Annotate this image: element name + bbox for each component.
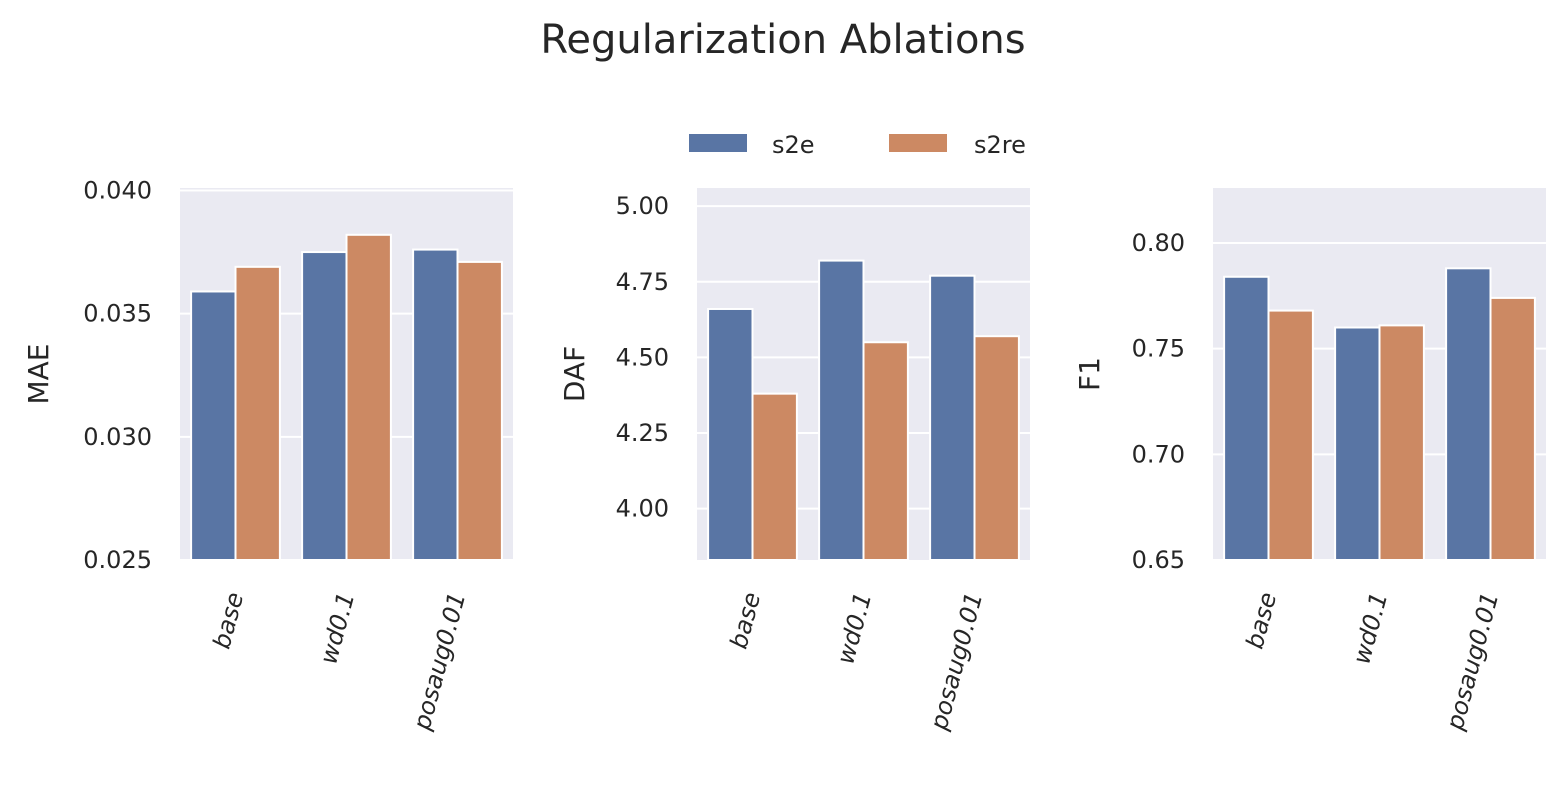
bar-s2e-wd0.1: [301, 251, 348, 561]
bar-s2e-posaug0.01: [1445, 267, 1492, 561]
bar-s2e-base: [1223, 275, 1270, 561]
x-tick-label: base: [1240, 589, 1282, 652]
bar-s2re-base: [1267, 309, 1314, 561]
x-tick-label: base: [207, 589, 249, 652]
f1-panel: 0.65 0.70 0.75 0.80 base wd0.1 posaug0.01 F1: [1073, 188, 1546, 734]
figure-title: Regularization Ablations: [540, 17, 1025, 63]
bar-s2re-wd0.1: [1378, 324, 1425, 561]
legend-swatch-s2re: [889, 134, 947, 152]
legend-swatch-s2e: [689, 134, 747, 152]
y-tick-label: 5.00: [616, 192, 669, 220]
bar-s2e-wd0.1: [818, 259, 865, 561]
bar-s2e-posaug0.01: [412, 248, 459, 561]
bar-s2re-base: [234, 265, 281, 561]
x-tick-label: posaug0.01: [407, 589, 471, 733]
y-tick-label: 0.65: [1132, 546, 1185, 574]
legend[interactable]: s2e s2re: [689, 131, 1026, 159]
y-tick-label: 0.025: [83, 546, 152, 574]
y-tick-label: 0.70: [1132, 440, 1185, 468]
bar-s2re-wd0.1: [345, 233, 392, 561]
legend-label-s2e: s2e: [772, 131, 815, 159]
y-tick-label: 0.80: [1132, 229, 1185, 257]
y-axis-label: DAF: [558, 346, 591, 402]
y-tick-label: 0.75: [1132, 335, 1185, 363]
x-tick-label: wd0.1: [314, 589, 360, 667]
y-tick-label: 4.00: [616, 495, 669, 523]
bar-s2e-posaug0.01: [929, 274, 976, 561]
y-tick-label: 4.50: [616, 343, 669, 371]
bar-s2e-wd0.1: [1334, 326, 1381, 561]
y-tick-label: 4.25: [616, 419, 669, 447]
bar-s2re-posaug0.01: [973, 335, 1020, 561]
bar-s2e-base: [707, 307, 754, 561]
bar-s2re-posaug0.01: [456, 260, 503, 561]
y-tick-label: 0.040: [83, 176, 152, 204]
mae-panel: 0.025 0.030 0.035 0.040 base wd0.1 posaug0.01 M…: [22, 176, 513, 734]
y-axis-label: MAE: [22, 343, 55, 404]
y-tick-label: 4.75: [616, 268, 669, 296]
bar-s2re-base: [751, 392, 798, 561]
y-tick-label: 0.030: [83, 423, 152, 451]
bar-s2re-wd0.1: [862, 341, 909, 561]
bar-s2e-base: [190, 290, 237, 561]
x-tick-label: posaug0.01: [1440, 589, 1504, 733]
y-tick-label: 0.035: [83, 300, 152, 328]
x-tick-label: wd0.1: [1347, 589, 1393, 667]
x-tick-label: wd0.1: [831, 589, 877, 667]
bar-s2re-posaug0.01: [1489, 296, 1536, 561]
y-axis-label: F1: [1073, 357, 1106, 391]
x-tick-label: base: [724, 589, 766, 652]
legend-label-s2re: s2re: [974, 131, 1026, 159]
daf-panel: 4.00 4.25 4.50 4.75 5.00 base wd0.1 posaug0.01 D…: [558, 188, 1030, 734]
x-tick-label: posaug0.01: [924, 589, 988, 733]
